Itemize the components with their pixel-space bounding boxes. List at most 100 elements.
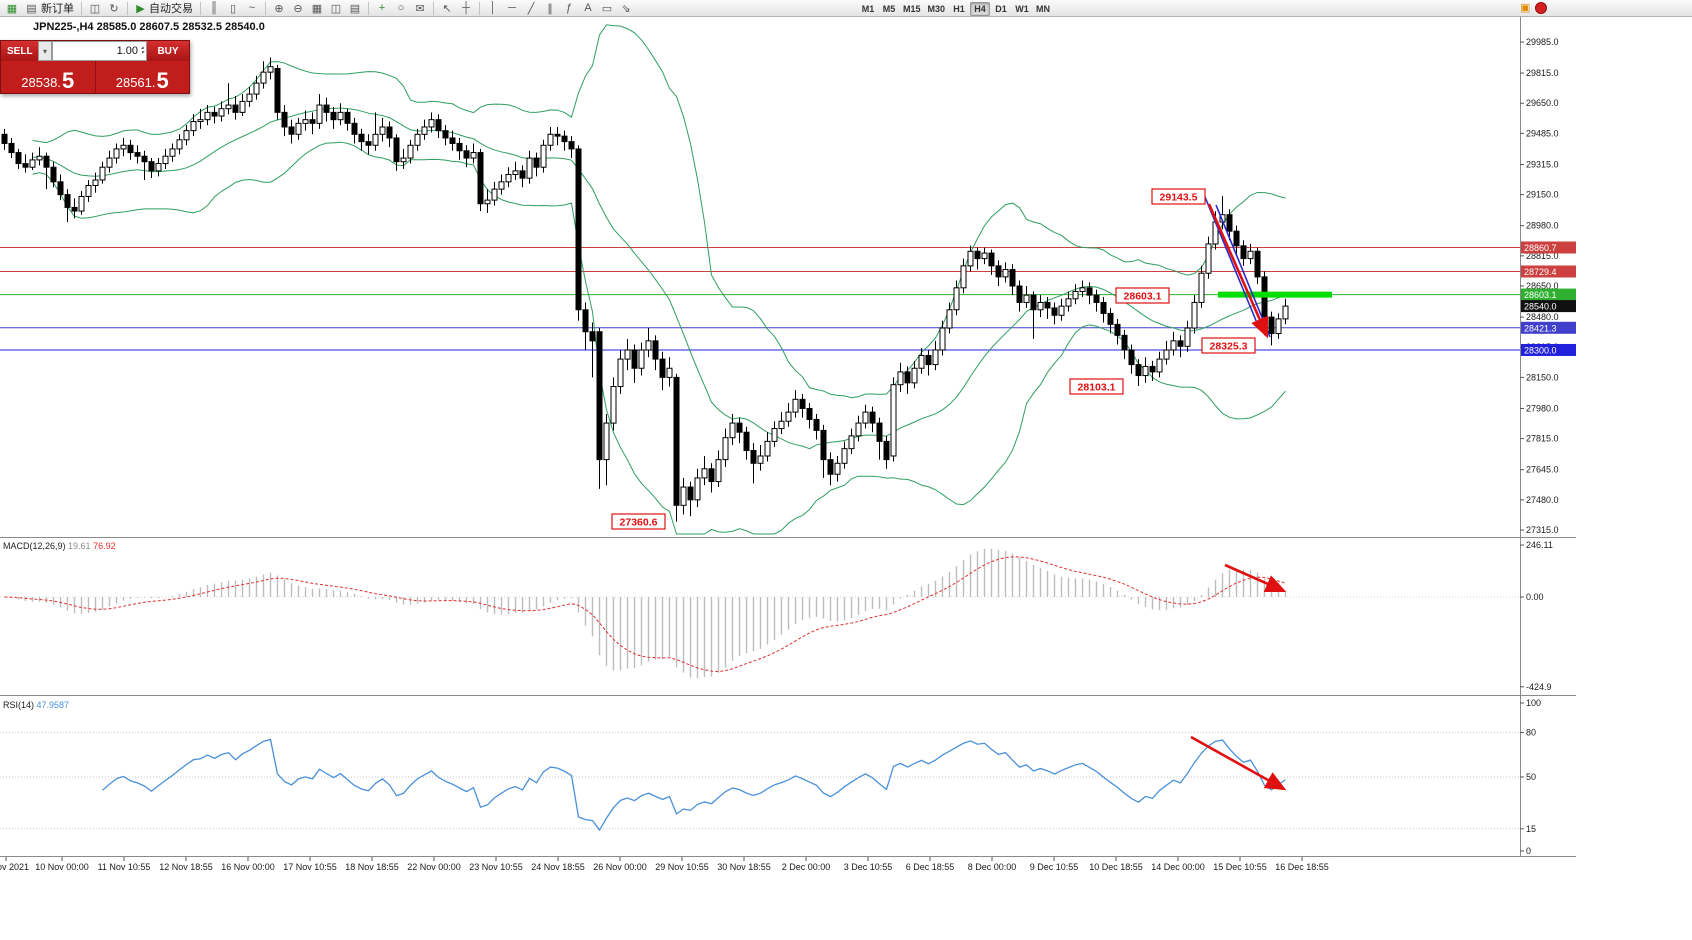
trade-panel-controls: SELL ▾ 1.00 ▴ ▾ BUY (1, 41, 189, 61)
svg-text:29315.0: 29315.0 (1526, 159, 1559, 169)
chart-window-icon[interactable]: ◫ (89, 2, 101, 15)
separator (265, 1, 266, 15)
new-chart-icon[interactable]: ◫ (330, 2, 342, 15)
volume-dropdown[interactable]: ▾ (38, 41, 52, 61)
svg-text:11 Nov 10:55: 11 Nov 10:55 (98, 862, 151, 872)
buy-button[interactable]: BUY (147, 41, 189, 61)
separator (127, 1, 128, 15)
timeframe-W1[interactable]: W1 (1012, 2, 1032, 16)
label-icon[interactable]: ▭ (601, 2, 613, 15)
sell-price[interactable]: 28538. 5 (1, 61, 96, 93)
svg-text:8 Dec 00:00: 8 Dec 00:00 (968, 862, 1017, 872)
trendline-icon[interactable]: ╱ (527, 2, 535, 15)
buy-price-main: 28561. (115, 75, 156, 90)
timeframe-M5[interactable]: M5 (879, 2, 899, 16)
svg-text:28650.0: 28650.0 (1526, 281, 1559, 291)
svg-text:27980.0: 27980.0 (1526, 403, 1559, 413)
play-icon: ▶ (136, 2, 145, 15)
svg-text:MACD(12,26,9) 19.61 76.92: MACD(12,26,9) 19.61 76.92 (3, 541, 116, 551)
tile-windows-icon[interactable]: ▦ (311, 2, 323, 15)
grid-icon[interactable]: ▦ (6, 2, 18, 15)
zoom-in-icon[interactable]: ⊕ (274, 2, 284, 15)
svg-text:2 Dec 00:00: 2 Dec 00:00 (782, 862, 831, 872)
svg-text:RSI(14) 47.9587: RSI(14) 47.9587 (3, 700, 69, 710)
volume-input[interactable]: 1.00 ▴ ▾ (52, 41, 147, 61)
svg-text:0: 0 (1526, 846, 1531, 856)
svg-text:246.11: 246.11 (1526, 540, 1553, 550)
svg-text:28325.3: 28325.3 (1210, 341, 1248, 353)
refresh-icon[interactable]: ↻ (109, 2, 119, 15)
new-order-button[interactable]: ▤ 新订单 (22, 1, 77, 16)
period-icon[interactable]: ○ (397, 2, 405, 14)
svg-text:28603.1: 28603.1 (1524, 290, 1557, 300)
svg-text:27360.6: 27360.6 (620, 517, 658, 529)
bollinger-layer (32, 24, 1286, 535)
svg-text:28815.0: 28815.0 (1526, 251, 1559, 261)
separator (200, 1, 201, 15)
trade-panel-prices: 28538. 5 28561. 5 (1, 61, 189, 93)
svg-text:28150.0: 28150.0 (1526, 372, 1559, 382)
timeframe-group: M1 M5 M15 M30 H1 H4 D1 W1 MN (858, 1, 1053, 16)
volume-spinner[interactable]: ▴ ▾ (140, 45, 144, 56)
candles-layer (1, 57, 1289, 522)
arrows-tool-icon[interactable]: ⇘ (621, 2, 631, 15)
mail-icon[interactable]: ✉ (415, 2, 425, 15)
axis-layer: 29985.0 29815.0 29650.0 29485.0 29315.0 29150… (0, 37, 1576, 872)
svg-text:15 Dec 10:55: 15 Dec 10:55 (1213, 862, 1267, 872)
timeframe-H1[interactable]: H1 (949, 2, 969, 16)
timeframe-MN[interactable]: MN (1033, 2, 1053, 16)
sell-button[interactable]: SELL (1, 41, 38, 61)
svg-text:6 Dec 18:55: 6 Dec 18:55 (906, 862, 955, 872)
timeframe-M30[interactable]: M30 (925, 2, 949, 16)
status-badge-icon[interactable] (1535, 2, 1548, 14)
vline-icon[interactable]: │ (489, 2, 497, 14)
panel-separators (0, 17, 1576, 857)
svg-text:10 Dec 18:55: 10 Dec 18:55 (1089, 862, 1143, 872)
svg-text:28103.1: 28103.1 (1078, 382, 1116, 394)
separator (368, 1, 369, 15)
buy-price-pip: 5 (156, 68, 169, 93)
svg-text:29143.5: 29143.5 (1160, 192, 1198, 204)
hline-icon[interactable]: ─ (508, 2, 516, 14)
timeframe-D1[interactable]: D1 (991, 2, 1011, 16)
svg-text:12 Nov 18:55: 12 Nov 18:55 (159, 862, 213, 872)
svg-text:27645.0: 27645.0 (1526, 465, 1559, 475)
timeframe-M1[interactable]: M1 (858, 2, 878, 16)
timeframe-M15[interactable]: M15 (900, 2, 924, 16)
svg-text:10 Nov 00:00: 10 Nov 00:00 (35, 862, 89, 872)
svg-text:17 Nov 10:55: 17 Nov 10:55 (283, 862, 337, 872)
svg-text:28980.0: 28980.0 (1526, 221, 1559, 231)
macd-layer: MACD(12,26,9) 19.61 76.92 (0, 541, 1520, 679)
bar-chart-icon[interactable]: ║ (210, 2, 218, 14)
indicators-icon[interactable]: + (378, 2, 386, 14)
profiles-icon[interactable]: ▤ (349, 2, 361, 15)
notification-icon[interactable]: ▣ (1520, 2, 1531, 14)
sell-price-pip: 5 (62, 68, 75, 93)
svg-text:14 Dec 00:00: 14 Dec 00:00 (1151, 862, 1205, 872)
svg-text:30 Nov 18:55: 30 Nov 18:55 (717, 862, 771, 872)
text-icon[interactable]: A (584, 2, 592, 14)
svg-text:28480.0: 28480.0 (1526, 312, 1559, 322)
crosshair-icon[interactable]: ┼ (462, 2, 470, 14)
cursor-icon[interactable]: ↖ (442, 2, 452, 15)
svg-text:28603.1: 28603.1 (1124, 291, 1162, 303)
svg-text:16 Dec 18:55: 16 Dec 18:55 (1275, 862, 1329, 872)
zoom-out-icon[interactable]: ⊖ (293, 2, 303, 15)
svg-text:16 Nov 00:00: 16 Nov 00:00 (221, 862, 275, 872)
svg-text:27480.0: 27480.0 (1526, 495, 1559, 505)
buy-price[interactable]: 28561. 5 (96, 61, 190, 93)
timeframe-H4[interactable]: H4 (970, 1, 991, 16)
svg-text:0.00: 0.00 (1526, 592, 1544, 602)
hlines-layer (0, 246, 1520, 351)
sell-price-main: 28538. (21, 75, 61, 90)
channel-icon[interactable]: ∥ (547, 2, 553, 15)
line-chart-icon[interactable]: ~ (248, 2, 256, 14)
svg-text:24 Nov 18:55: 24 Nov 18:55 (531, 862, 585, 872)
fibonacci-icon[interactable]: ƒ (565, 2, 573, 14)
auto-trading-button[interactable]: ▶ 自动交易 (132, 1, 196, 16)
candle-chart-icon[interactable]: ▯ (229, 2, 237, 15)
svg-text:29 Nov 10:55: 29 Nov 10:55 (655, 862, 709, 872)
svg-text:-424.9: -424.9 (1526, 682, 1552, 692)
svg-text:9 Nov 2021: 9 Nov 2021 (0, 862, 29, 872)
